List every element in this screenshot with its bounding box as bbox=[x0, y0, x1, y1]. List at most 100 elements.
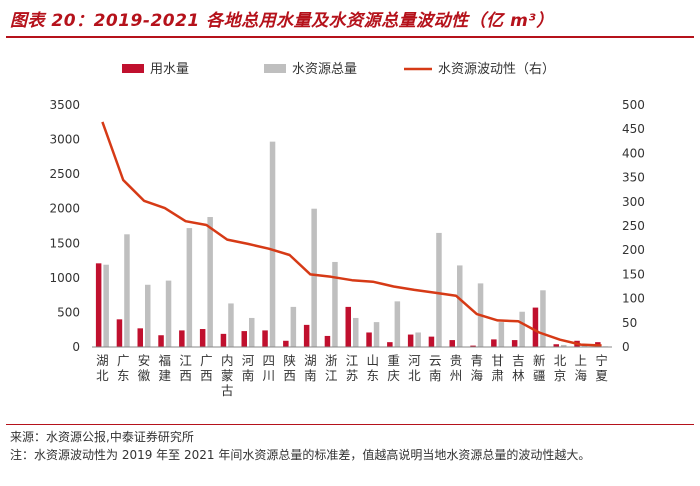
bar-water-use bbox=[470, 345, 476, 347]
x-tick-label: 贵州 bbox=[450, 353, 463, 383]
right-tick-label: 0 bbox=[622, 340, 630, 354]
legend: 用水量 水资源总量 水资源波动性（右） bbox=[122, 62, 555, 77]
right-tick-label: 350 bbox=[622, 171, 645, 185]
x-tick-label: 内蒙古 bbox=[221, 353, 234, 398]
bar-water-use bbox=[324, 335, 331, 347]
bar-water-total bbox=[269, 141, 276, 347]
x-tick-label: 吉林 bbox=[512, 353, 525, 383]
bar-water-total bbox=[124, 234, 130, 347]
x-tick-label: 云南 bbox=[429, 353, 442, 383]
x-axis: 湖北广东安徽福建江西广西内蒙古河南四川陕西湖南浙江江苏山东重庆河北云南贵州青海甘… bbox=[92, 346, 612, 398]
x-tick-label: 安徽 bbox=[138, 353, 151, 383]
bar-water-use bbox=[387, 342, 393, 347]
bar-water-use bbox=[116, 319, 123, 347]
chart: 用水量 水资源总量 水资源波动性（右） 0500100015002000250030… bbox=[49, 62, 645, 398]
x-tick-label: 湖北 bbox=[96, 353, 109, 383]
left-y-axis: 0 500 1000 1500 2000 2500 3000 3500 bbox=[49, 98, 80, 354]
legend-label-water-use: 用水量 bbox=[150, 62, 189, 77]
volatility-line-group bbox=[101, 121, 602, 347]
x-tick-label: 陕西 bbox=[283, 353, 296, 383]
x-tick-label: 福建 bbox=[159, 353, 172, 383]
x-tick-label: 广西 bbox=[200, 353, 213, 383]
bar-water-use bbox=[220, 333, 227, 347]
left-tick-label: 1500 bbox=[49, 236, 80, 250]
right-tick-label: 50 bbox=[622, 316, 637, 330]
bars bbox=[95, 141, 609, 347]
legend-label-water-total: 水资源总量 bbox=[292, 62, 357, 77]
bar-water-use bbox=[262, 330, 268, 347]
bar-water-total bbox=[415, 332, 421, 347]
x-tick-label: 河南 bbox=[242, 353, 255, 383]
bar-water-use bbox=[95, 263, 102, 347]
bar-water-total bbox=[373, 322, 380, 347]
bar-water-total bbox=[186, 228, 193, 347]
right-tick-label: 200 bbox=[622, 243, 645, 257]
bar-water-total bbox=[103, 264, 109, 347]
bar-water-use bbox=[137, 328, 143, 347]
bar-water-total bbox=[498, 322, 505, 347]
right-tick-label: 500 bbox=[622, 98, 645, 112]
legend-swatch-water-use bbox=[122, 64, 144, 73]
bar-water-total bbox=[457, 265, 463, 347]
legend-swatch-water-total bbox=[264, 64, 286, 73]
bar-water-total bbox=[165, 280, 172, 347]
bar-water-total bbox=[394, 301, 401, 347]
volatility-line bbox=[101, 121, 602, 347]
note-text: 注：水资源波动性为 2019 年至 2021 年间水资源总量的标准差，值越高说明… bbox=[10, 448, 591, 462]
bar-water-use bbox=[241, 331, 247, 347]
bar-water-total bbox=[332, 261, 338, 347]
x-tick-label: 湖南 bbox=[304, 353, 317, 383]
x-tick-label: 江苏 bbox=[346, 353, 359, 383]
x-tick-label: 青海 bbox=[471, 353, 484, 383]
left-tick-label: 2500 bbox=[49, 167, 80, 181]
bar-water-total bbox=[290, 306, 297, 347]
bar-water-total bbox=[436, 232, 442, 347]
figure-title: 图表 20：2019-2021 各地总用水量及水资源总量波动性（亿 m³） bbox=[10, 11, 554, 31]
x-tick-label: 重庆 bbox=[387, 353, 400, 383]
bar-water-use bbox=[199, 329, 206, 347]
left-tick-label: 0 bbox=[72, 340, 80, 354]
bar-water-total bbox=[353, 317, 359, 347]
x-tick-label: 四川 bbox=[263, 353, 276, 383]
x-tick-label: 新疆 bbox=[533, 353, 546, 383]
bar-water-use bbox=[366, 332, 372, 347]
bar-water-use bbox=[511, 340, 518, 347]
right-tick-label: 300 bbox=[622, 195, 645, 209]
left-tick-label: 1000 bbox=[49, 271, 80, 285]
bar-water-use bbox=[158, 335, 164, 347]
bar-water-use bbox=[303, 324, 310, 347]
right-y-axis: 0 50 100 150 200 250 300 350 400 450 500 bbox=[622, 98, 645, 354]
legend-label-volatility: 水资源波动性（右） bbox=[438, 62, 555, 77]
x-tick-label: 北京 bbox=[554, 353, 567, 383]
bar-water-use bbox=[553, 344, 559, 347]
bar-water-use bbox=[449, 340, 455, 347]
bar-water-total bbox=[311, 208, 317, 347]
bar-water-use bbox=[407, 334, 414, 347]
x-tick-label: 浙江 bbox=[325, 353, 338, 383]
bar-water-use bbox=[345, 306, 351, 347]
left-tick-label: 3000 bbox=[49, 133, 80, 147]
left-tick-label: 3500 bbox=[49, 98, 80, 112]
right-tick-label: 150 bbox=[622, 267, 645, 281]
bar-water-total bbox=[561, 344, 567, 347]
x-tick-label: 河北 bbox=[408, 353, 421, 383]
source-text: 来源：水资源公报,中泰证券研究所 bbox=[10, 430, 194, 444]
title-divider bbox=[6, 36, 694, 38]
x-tick-label: 甘肃 bbox=[491, 353, 504, 383]
bar-water-total bbox=[207, 217, 213, 347]
left-tick-label: 500 bbox=[57, 305, 80, 319]
bar-water-use bbox=[532, 307, 539, 347]
right-tick-label: 450 bbox=[622, 122, 645, 136]
bar-water-use bbox=[283, 340, 289, 347]
bar-water-total bbox=[249, 317, 255, 347]
left-tick-label: 2000 bbox=[49, 202, 80, 216]
right-tick-label: 100 bbox=[622, 292, 645, 306]
bar-water-total bbox=[145, 284, 151, 347]
bar-water-use bbox=[491, 339, 497, 347]
bar-water-total bbox=[519, 311, 525, 347]
right-tick-label: 250 bbox=[622, 219, 645, 233]
bar-water-use bbox=[179, 330, 185, 347]
x-tick-label: 广东 bbox=[117, 353, 130, 383]
x-tick-label: 江西 bbox=[179, 353, 192, 383]
x-tick-label: 山东 bbox=[367, 353, 380, 383]
